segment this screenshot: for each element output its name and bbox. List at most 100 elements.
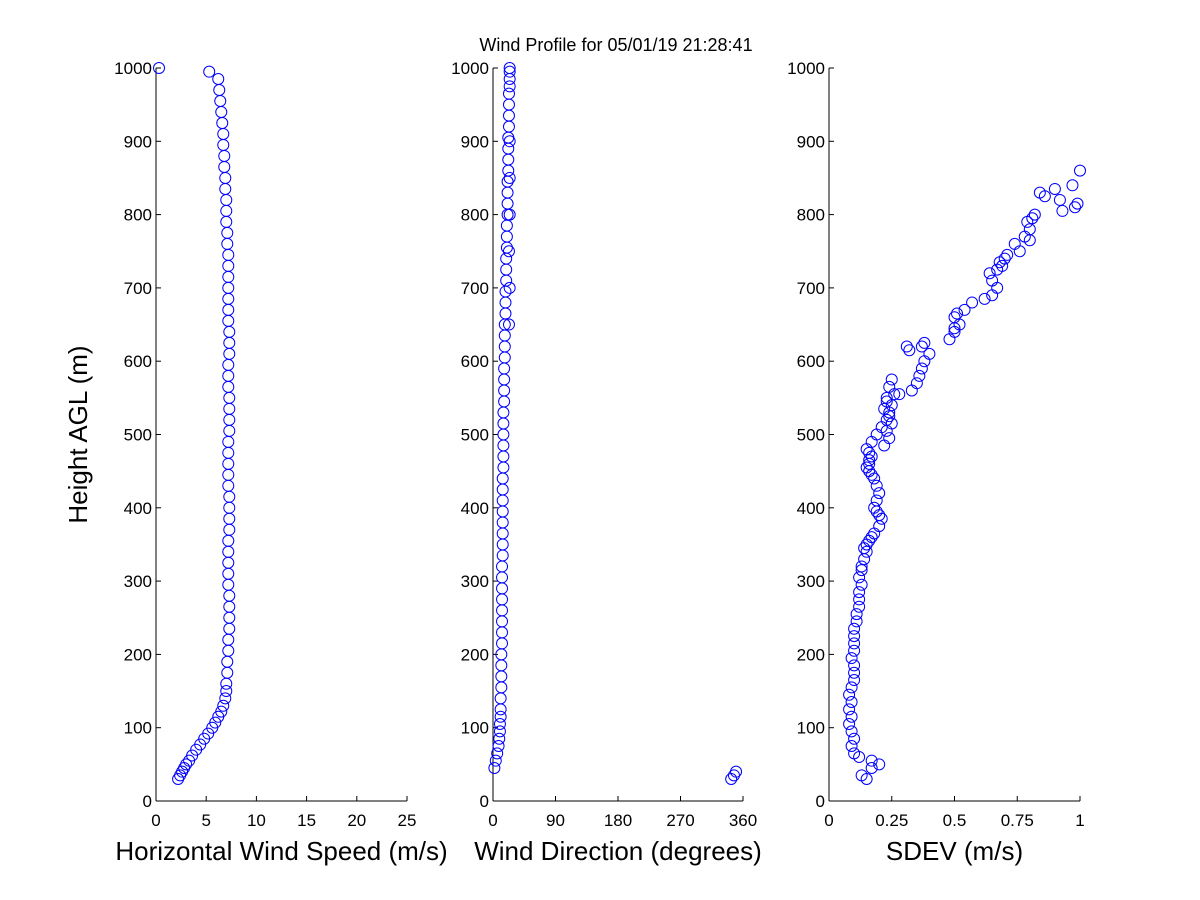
- y-tick-label: 400: [797, 499, 825, 518]
- x-axis-title: SDEV (m/s): [886, 836, 1023, 866]
- data-point: [848, 659, 861, 672]
- data-point: [209, 716, 222, 729]
- data-point: [843, 688, 856, 701]
- data-point: [845, 696, 858, 709]
- data-point: [958, 303, 971, 316]
- data-point: [885, 373, 898, 386]
- data-point: [873, 487, 886, 500]
- data-point: [951, 307, 964, 320]
- y-tick-label: 200: [124, 645, 152, 664]
- panel-sdev: 0 100 200 300 400 500 600 700 800 900 1000 0 0.25 0.5…: [787, 59, 1086, 866]
- y-tick-label: 900: [797, 132, 825, 151]
- data-point: [845, 652, 858, 665]
- data-point: [503, 281, 516, 294]
- data-point: [219, 692, 232, 705]
- y-tick-label: 300: [461, 572, 489, 591]
- data-point: [493, 732, 506, 745]
- data-point: [1001, 248, 1014, 261]
- data-point: [848, 644, 861, 657]
- data-point: [868, 501, 881, 514]
- x-tick-label: 270: [666, 811, 694, 830]
- x-tick-label: 0: [824, 811, 833, 830]
- data-point: [915, 340, 928, 353]
- x-tick-label: 20: [347, 811, 366, 830]
- data-point: [850, 615, 863, 628]
- data-point: [845, 681, 858, 694]
- y-tick-label: 900: [461, 132, 489, 151]
- y-tick-label: 100: [461, 719, 489, 738]
- data-point: [503, 171, 516, 184]
- data-point: [863, 446, 876, 459]
- data-point: [1023, 234, 1036, 247]
- data-point: [1028, 208, 1041, 221]
- data-point: [727, 769, 740, 782]
- data-point: [502, 318, 515, 331]
- data-point: [212, 72, 225, 85]
- data-point: [855, 560, 868, 573]
- data-point: [1066, 179, 1079, 192]
- y-tick-label: 600: [797, 352, 825, 371]
- y-tick-label: 500: [461, 426, 489, 445]
- panel-speed: 0 100 200 300 400 500 600 700 800 900 1000 0 5 10 15 20…: [63, 59, 448, 866]
- x-axis-title: Horizontal Wind Speed (m/s): [115, 836, 447, 866]
- x-tick-label: 0.5: [943, 811, 967, 830]
- data-point: [1074, 164, 1086, 177]
- x-tick-label: 15: [297, 811, 316, 830]
- data-point: [853, 571, 866, 584]
- data-point: [853, 586, 866, 599]
- data-point: [878, 402, 891, 415]
- data-point: [503, 208, 516, 221]
- data-point: [503, 80, 516, 93]
- y-tick-label: 300: [797, 572, 825, 591]
- data-point: [880, 395, 893, 408]
- x-tick-label: 0.25: [875, 811, 908, 830]
- data-point: [983, 267, 996, 280]
- data-point: [502, 87, 515, 100]
- y-tick-label: 1000: [451, 59, 489, 78]
- data-point: [1048, 182, 1061, 195]
- data-point: [900, 340, 913, 353]
- x-tick-label: 10: [247, 811, 266, 830]
- data-point: [883, 380, 896, 393]
- data-point: [885, 417, 898, 430]
- y-tick-label: 700: [124, 279, 152, 298]
- data-point: [1008, 237, 1021, 250]
- data-point: [848, 747, 861, 760]
- data-point: [998, 252, 1011, 265]
- data-point: [215, 705, 228, 718]
- y-tick-label: 300: [124, 572, 152, 591]
- data-point: [880, 391, 893, 404]
- x-tick-label: 1: [1075, 811, 1084, 830]
- data-point: [855, 578, 868, 591]
- data-point: [845, 710, 858, 723]
- data-point: [853, 593, 866, 606]
- data-point: [848, 674, 861, 687]
- x-tick-label: 0: [488, 811, 497, 830]
- data-point: [855, 564, 868, 577]
- data-point: [948, 322, 961, 335]
- panel-direction: 0 100 200 300 400 500 600 700 800 900 1000 0 90 180 27…: [451, 59, 762, 866]
- data-point: [986, 274, 999, 287]
- data-point: [845, 725, 858, 738]
- y-tick-label: 500: [124, 426, 152, 445]
- data-point: [843, 718, 856, 731]
- y-axis-title: Height AGL (m): [63, 345, 93, 523]
- figure-title: Wind Profile for 05/01/19 21:28:41: [479, 35, 752, 55]
- data-point: [503, 62, 516, 74]
- y-tick-label: 0: [143, 792, 152, 811]
- data-point: [503, 135, 516, 148]
- data-point: [220, 685, 233, 698]
- data-point: [217, 699, 230, 712]
- data-point: [918, 336, 931, 349]
- data-points-direction: [488, 62, 743, 786]
- y-tick-label: 0: [816, 792, 825, 811]
- data-point: [850, 608, 863, 621]
- data-point: [491, 747, 504, 760]
- data-point: [853, 600, 866, 613]
- y-tick-label: 200: [461, 645, 489, 664]
- data-point: [915, 362, 928, 375]
- data-point: [1038, 190, 1051, 203]
- data-point: [883, 432, 896, 445]
- data-point: [870, 494, 883, 507]
